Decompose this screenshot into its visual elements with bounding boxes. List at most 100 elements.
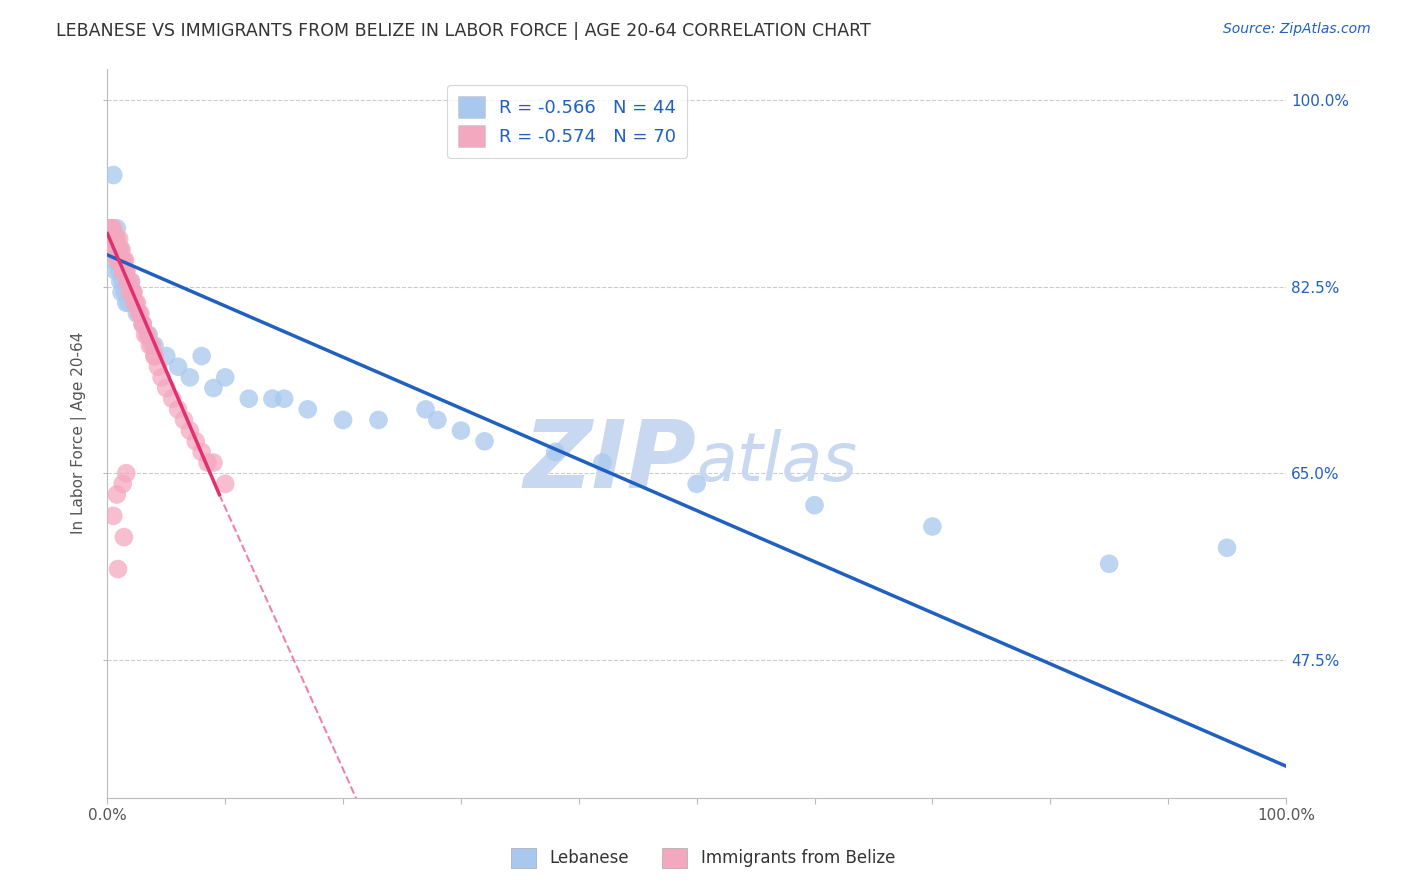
Point bbox=[139, 338, 162, 352]
Point bbox=[132, 317, 155, 331]
Legend: Lebanese, Immigrants from Belize: Lebanese, Immigrants from Belize bbox=[505, 841, 901, 875]
Point bbox=[110, 253, 132, 268]
Point bbox=[143, 349, 166, 363]
Point bbox=[262, 392, 284, 406]
Point bbox=[114, 253, 136, 268]
Point bbox=[141, 338, 163, 352]
Point bbox=[103, 232, 125, 246]
Point bbox=[105, 487, 128, 501]
Point bbox=[111, 264, 134, 278]
Point bbox=[803, 498, 825, 512]
Point bbox=[297, 402, 319, 417]
Point bbox=[125, 295, 148, 310]
Point bbox=[138, 327, 160, 342]
Text: atlas: atlas bbox=[696, 429, 858, 495]
Point bbox=[110, 285, 132, 300]
Point bbox=[184, 434, 207, 449]
Point bbox=[112, 264, 135, 278]
Point bbox=[591, 456, 613, 470]
Point bbox=[122, 285, 145, 300]
Point bbox=[101, 243, 124, 257]
Point bbox=[544, 445, 567, 459]
Point bbox=[474, 434, 496, 449]
Point bbox=[105, 232, 128, 246]
Point bbox=[450, 424, 472, 438]
Point bbox=[111, 253, 134, 268]
Point bbox=[107, 253, 129, 268]
Point bbox=[100, 221, 122, 235]
Point bbox=[111, 476, 134, 491]
Point bbox=[134, 327, 156, 342]
Point bbox=[98, 232, 121, 246]
Point bbox=[105, 221, 128, 235]
Point bbox=[128, 306, 150, 320]
Text: ZIP: ZIP bbox=[524, 417, 696, 508]
Point bbox=[120, 275, 142, 289]
Point bbox=[124, 295, 146, 310]
Point bbox=[107, 253, 129, 268]
Point bbox=[155, 349, 177, 363]
Point bbox=[107, 253, 129, 268]
Point bbox=[115, 264, 138, 278]
Point bbox=[121, 285, 143, 300]
Point bbox=[105, 243, 128, 257]
Point bbox=[112, 530, 135, 544]
Point bbox=[214, 476, 236, 491]
Point bbox=[167, 402, 190, 417]
Point bbox=[167, 359, 190, 374]
Point bbox=[214, 370, 236, 384]
Point bbox=[132, 317, 155, 331]
Point bbox=[104, 232, 127, 246]
Point bbox=[150, 370, 173, 384]
Point bbox=[103, 232, 125, 246]
Point bbox=[190, 349, 212, 363]
Point bbox=[110, 243, 132, 257]
Point bbox=[132, 317, 155, 331]
Point bbox=[108, 232, 131, 246]
Point bbox=[108, 264, 131, 278]
Point bbox=[122, 285, 145, 300]
Point bbox=[103, 232, 125, 246]
Point bbox=[115, 467, 138, 481]
Point bbox=[117, 275, 139, 289]
Point bbox=[1098, 557, 1121, 571]
Y-axis label: In Labor Force | Age 20-64: In Labor Force | Age 20-64 bbox=[72, 332, 87, 534]
Point bbox=[105, 243, 128, 257]
Point bbox=[111, 275, 134, 289]
Point bbox=[104, 264, 127, 278]
Point bbox=[112, 253, 135, 268]
Point bbox=[173, 413, 195, 427]
Point bbox=[921, 519, 943, 533]
Point bbox=[107, 562, 129, 576]
Point bbox=[202, 456, 225, 470]
Point bbox=[136, 327, 159, 342]
Point bbox=[129, 306, 152, 320]
Point bbox=[202, 381, 225, 395]
Point bbox=[426, 413, 449, 427]
Point bbox=[120, 275, 142, 289]
Point bbox=[107, 243, 129, 257]
Point bbox=[125, 306, 148, 320]
Point bbox=[143, 338, 166, 352]
Point bbox=[110, 243, 132, 257]
Point bbox=[115, 295, 138, 310]
Point bbox=[103, 243, 125, 257]
Point bbox=[117, 275, 139, 289]
Point bbox=[155, 381, 177, 395]
Point bbox=[179, 424, 201, 438]
Point bbox=[103, 232, 125, 246]
Text: Source: ZipAtlas.com: Source: ZipAtlas.com bbox=[1223, 22, 1371, 37]
Point bbox=[415, 402, 437, 417]
Point bbox=[100, 221, 122, 235]
Point bbox=[100, 221, 122, 235]
Point bbox=[197, 456, 219, 470]
Point bbox=[238, 392, 260, 406]
Point bbox=[273, 392, 295, 406]
Point bbox=[115, 264, 138, 278]
Point bbox=[104, 243, 127, 257]
Point bbox=[114, 285, 136, 300]
Point bbox=[685, 476, 707, 491]
Point bbox=[118, 285, 141, 300]
Point bbox=[143, 349, 166, 363]
Point bbox=[114, 264, 136, 278]
